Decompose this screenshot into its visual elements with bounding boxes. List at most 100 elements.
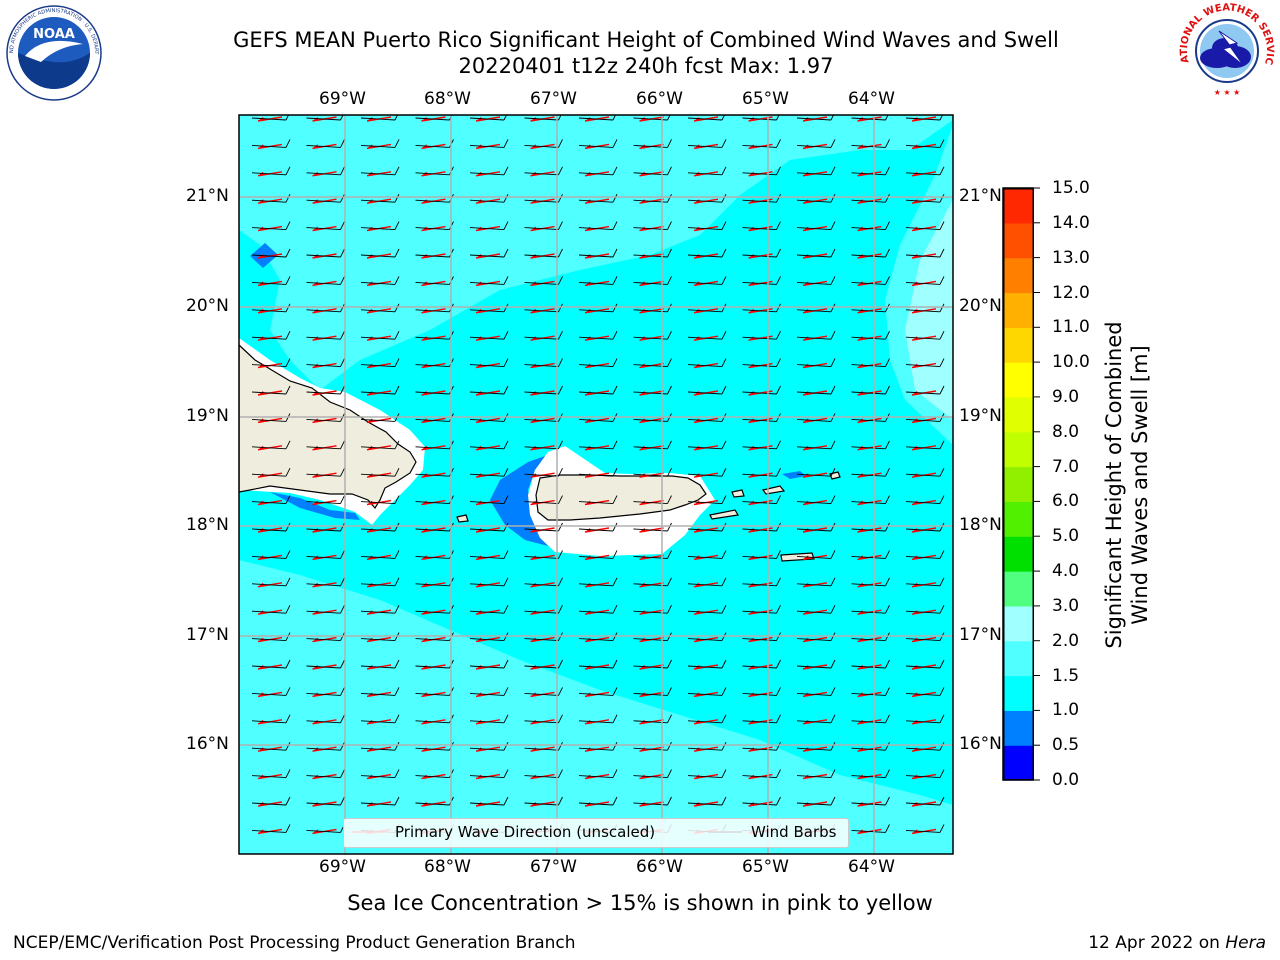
wind-barb-flag: [394, 714, 400, 724]
lat-label-left: 16°N: [186, 734, 229, 754]
wind-barb: [469, 720, 505, 724]
wave-direction-arrowhead: [694, 473, 700, 478]
wave-direction-arrowhead: [258, 500, 264, 505]
wind-barb-flag: [612, 440, 618, 450]
wave-direction-arrowhead: [530, 692, 537, 697]
wave-direction-arrowhead: [694, 418, 700, 423]
wave-direction-arrowhead: [748, 363, 755, 368]
wind-barb-flag: [776, 303, 781, 313]
wave-direction-arrowhead: [694, 692, 700, 697]
wind-barb: [469, 692, 505, 696]
wind-barb-flag: [558, 276, 563, 285]
footer-branch: NCEP/EMC/Verification Post Processing Pr…: [13, 933, 576, 953]
wind-barb: [469, 172, 505, 176]
wave-direction-arrowhead: [639, 226, 646, 231]
wind-barb: [578, 583, 614, 587]
wind-barb: [251, 802, 287, 806]
wave-direction-arrowhead: [367, 747, 373, 752]
wind-barb-flag: [776, 659, 781, 669]
wind-barb-flag: [340, 115, 344, 121]
wind-barb: [742, 117, 777, 121]
wind-barb: [415, 144, 450, 148]
wave-direction-arrowhead: [367, 336, 373, 341]
wave-direction-arrowhead: [585, 473, 591, 478]
wind-barb: [469, 391, 505, 395]
wind-barb-flag: [885, 330, 890, 340]
wind-barb: [796, 446, 832, 450]
wave-direction-arrowhead: [530, 117, 537, 121]
wave-direction-arrowhead: [530, 555, 537, 560]
wave-direction-arrowhead: [312, 829, 319, 834]
wind-barb-flag: [885, 115, 889, 121]
wind-barb-flag: [721, 577, 727, 587]
wave-direction-arrowhead: [367, 500, 373, 505]
lon-label-bottom: 66°W: [636, 857, 683, 877]
wind-barb-flag: [558, 577, 563, 587]
wave-direction-arrowhead: [476, 665, 482, 669]
wind-barb: [251, 775, 287, 779]
wind-barb-flag: [503, 495, 509, 504]
wind-barb: [306, 172, 341, 176]
wave-direction-arrowhead: [857, 144, 864, 149]
wave-direction-arrowhead: [258, 171, 264, 176]
wind-barb: [578, 172, 614, 176]
wind-barb: [687, 692, 723, 696]
wave-direction-arrowhead: [367, 802, 373, 806]
wind-barb: [469, 364, 505, 368]
wind-barb-flag: [558, 166, 563, 176]
wave-direction-arrowhead: [912, 391, 918, 395]
wind-barb: [415, 281, 450, 285]
colorbar-tick: 5.0: [1052, 526, 1080, 546]
wave-direction-arrowhead: [421, 363, 428, 368]
wave-direction-arrowhead: [912, 445, 918, 450]
wind-barb: [742, 309, 777, 313]
wind-barb: [251, 199, 287, 203]
wind-barb: [851, 391, 886, 395]
wind-barb: [524, 281, 559, 285]
wind-barb-flag: [285, 358, 291, 367]
wave-direction-arrowhead: [367, 226, 373, 231]
wave-direction-arrowhead: [312, 445, 319, 450]
wind-barb: [905, 528, 941, 532]
wave-direction-arrowhead: [694, 637, 700, 642]
wind-barb: [796, 555, 832, 559]
wave-direction-arrowhead: [530, 528, 537, 532]
wind-barb-flag: [830, 467, 836, 477]
wave-direction-arrowhead: [258, 445, 264, 450]
wind-barb-flag: [939, 687, 945, 696]
wave-direction-arrowhead: [639, 500, 646, 505]
wind-barb-flag: [558, 248, 563, 258]
wind-barb-flag: [830, 659, 836, 669]
lat-label-right: 16°N: [959, 734, 1002, 754]
wave-direction-arrowhead: [748, 418, 755, 423]
wind-barb-flag: [612, 550, 618, 559]
wind-barb: [687, 391, 723, 395]
wave-direction-arrowhead: [421, 117, 428, 121]
wave-direction-arrowhead: [912, 363, 918, 368]
wind-barb: [851, 802, 886, 806]
wave-direction-arrowhead: [803, 692, 809, 697]
wind-barb: [851, 720, 886, 724]
wind-barb: [524, 501, 559, 505]
wave-direction-arrowhead: [803, 802, 809, 806]
wave-direction-arrowhead: [530, 719, 537, 724]
wind-barb: [796, 665, 832, 669]
wind-barb-flag: [285, 687, 291, 696]
wind-barb: [469, 199, 505, 203]
wind-barb: [578, 336, 614, 340]
wave-direction-arrowhead: [258, 774, 264, 779]
wave-direction-arrowhead: [530, 308, 537, 313]
colorbar-tick: 9.0: [1052, 387, 1080, 407]
wave-direction-arrowhead: [530, 226, 537, 231]
wave-direction-arrowhead: [476, 747, 482, 752]
wave-direction-arrowhead: [639, 637, 646, 642]
wave-direction-arrowhead: [585, 418, 591, 423]
wind-barb-flag: [667, 714, 672, 724]
legend-wave-direction: Primary Wave Direction (unscaled): [395, 823, 656, 841]
wind-barb: [524, 336, 559, 340]
wind-barb: [905, 775, 941, 779]
wind-barb: [306, 692, 341, 696]
wind-barb: [360, 747, 396, 751]
wind-barb: [415, 802, 450, 806]
wave-direction-arrowhead: [421, 719, 428, 724]
